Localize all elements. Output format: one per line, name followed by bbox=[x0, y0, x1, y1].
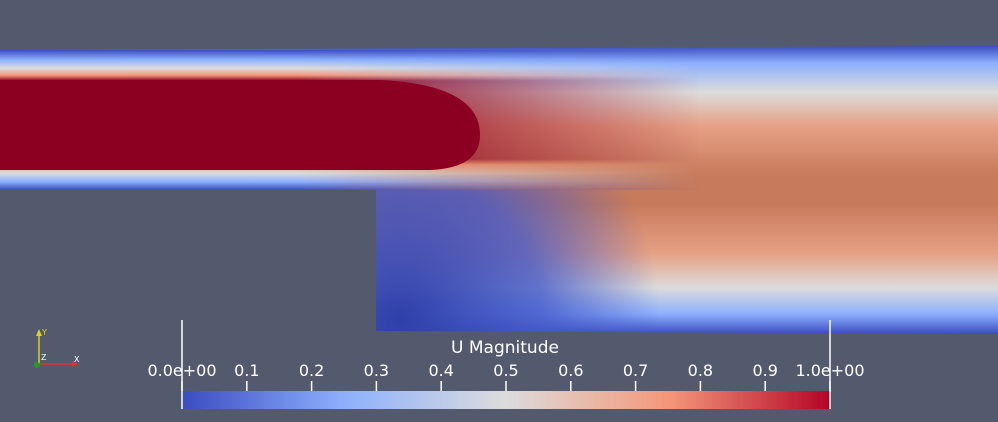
colorbar-ticks bbox=[181, 381, 831, 391]
colorbar-tick-label: 0.6 bbox=[558, 361, 584, 380]
colorbar-tick-label: 0.3 bbox=[363, 361, 390, 380]
colorbar-tick-label: 0.2 bbox=[298, 361, 325, 380]
colorbar-tick-label: 0.4 bbox=[428, 361, 454, 380]
colorbar-tick-label: 0.7 bbox=[622, 361, 649, 380]
colorbar-title: U Magnitude bbox=[451, 338, 559, 358]
colorbar-tick-label: 0.1 bbox=[234, 361, 260, 380]
orientation-axes-icon: Y Z X bbox=[34, 328, 80, 368]
y-axis-arrowhead bbox=[36, 329, 42, 336]
z-axis-label: Z bbox=[41, 353, 47, 362]
x-axis-arrowhead bbox=[72, 361, 78, 367]
colorbar bbox=[181, 320, 831, 409]
colorbar-gradient bbox=[182, 391, 830, 409]
flow-domain bbox=[0, 46, 998, 334]
colorbar-tick-label: 0.5 bbox=[493, 361, 519, 380]
z-axis-point bbox=[34, 362, 40, 368]
colorbar-tick-label: 1.0e+00 bbox=[795, 361, 865, 380]
colorbar-tick-label: 0.0e+00 bbox=[147, 361, 217, 380]
colorbar-tick-label: 0.9 bbox=[752, 361, 778, 380]
y-axis-label: Y bbox=[41, 328, 47, 337]
x-axis-label: X bbox=[74, 355, 80, 364]
colorbar-tick-label: 0.8 bbox=[687, 361, 714, 380]
